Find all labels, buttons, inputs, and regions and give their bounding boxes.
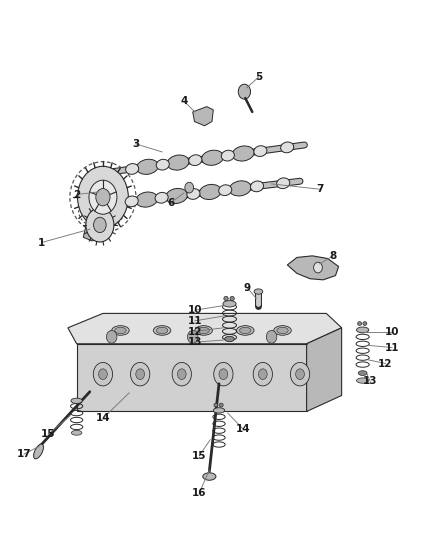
Circle shape xyxy=(314,262,322,273)
Ellipse shape xyxy=(187,189,200,199)
Circle shape xyxy=(219,369,228,379)
Ellipse shape xyxy=(201,150,223,165)
Ellipse shape xyxy=(34,444,43,459)
Text: 6: 6 xyxy=(167,198,174,207)
Ellipse shape xyxy=(230,296,234,301)
Circle shape xyxy=(172,362,191,386)
Polygon shape xyxy=(77,344,307,411)
Circle shape xyxy=(214,362,233,386)
Ellipse shape xyxy=(214,403,218,407)
Circle shape xyxy=(238,84,251,99)
Polygon shape xyxy=(193,107,213,126)
Text: 9: 9 xyxy=(244,283,251,293)
Polygon shape xyxy=(68,313,342,344)
Text: 15: 15 xyxy=(192,451,207,461)
Ellipse shape xyxy=(203,473,216,480)
Ellipse shape xyxy=(358,371,367,375)
Ellipse shape xyxy=(71,398,82,403)
Circle shape xyxy=(177,369,186,379)
Text: 14: 14 xyxy=(95,414,110,423)
Circle shape xyxy=(290,362,310,386)
Text: 10: 10 xyxy=(385,327,399,336)
Circle shape xyxy=(258,369,267,379)
Text: 2: 2 xyxy=(73,190,80,199)
Polygon shape xyxy=(83,224,103,241)
Circle shape xyxy=(131,362,150,386)
Ellipse shape xyxy=(115,327,126,334)
Ellipse shape xyxy=(219,403,223,407)
Ellipse shape xyxy=(225,336,234,342)
Text: 1: 1 xyxy=(38,238,45,247)
Ellipse shape xyxy=(224,296,228,301)
Ellipse shape xyxy=(136,192,158,207)
Ellipse shape xyxy=(153,326,171,335)
Circle shape xyxy=(96,189,110,206)
Ellipse shape xyxy=(229,181,251,196)
Text: 4: 4 xyxy=(180,96,187,106)
Text: 7: 7 xyxy=(316,184,323,194)
Ellipse shape xyxy=(198,327,209,334)
Text: 12: 12 xyxy=(378,359,393,368)
Text: 8: 8 xyxy=(329,251,336,261)
Ellipse shape xyxy=(71,431,82,435)
Circle shape xyxy=(106,330,117,343)
Text: 11: 11 xyxy=(385,343,399,352)
Circle shape xyxy=(99,369,107,379)
Ellipse shape xyxy=(251,181,264,192)
Ellipse shape xyxy=(199,184,221,199)
Ellipse shape xyxy=(112,326,129,335)
Ellipse shape xyxy=(137,159,159,174)
Ellipse shape xyxy=(240,327,251,334)
Polygon shape xyxy=(287,256,339,280)
Text: 16: 16 xyxy=(192,488,207,498)
Ellipse shape xyxy=(219,185,232,196)
Ellipse shape xyxy=(357,321,361,325)
Circle shape xyxy=(187,330,198,343)
Ellipse shape xyxy=(156,327,168,334)
Text: 12: 12 xyxy=(187,327,202,336)
Ellipse shape xyxy=(195,326,212,335)
Ellipse shape xyxy=(357,327,369,333)
Text: 5: 5 xyxy=(255,72,262,82)
Circle shape xyxy=(296,369,304,379)
Text: 13: 13 xyxy=(187,337,202,347)
Ellipse shape xyxy=(254,289,263,294)
Ellipse shape xyxy=(237,326,254,335)
Circle shape xyxy=(89,180,117,214)
Circle shape xyxy=(185,182,194,193)
Ellipse shape xyxy=(223,301,236,307)
Ellipse shape xyxy=(357,378,369,383)
Text: 13: 13 xyxy=(363,376,378,386)
Ellipse shape xyxy=(277,178,290,189)
Text: 14: 14 xyxy=(236,424,251,434)
Ellipse shape xyxy=(166,189,187,204)
Polygon shape xyxy=(307,328,342,411)
Text: 3: 3 xyxy=(132,139,139,149)
Ellipse shape xyxy=(232,146,254,161)
Circle shape xyxy=(136,369,145,379)
Ellipse shape xyxy=(221,150,234,161)
Ellipse shape xyxy=(155,192,168,203)
Circle shape xyxy=(86,208,114,242)
Ellipse shape xyxy=(274,326,291,335)
Ellipse shape xyxy=(167,155,189,170)
Text: 17: 17 xyxy=(17,449,32,459)
Circle shape xyxy=(94,217,106,232)
Circle shape xyxy=(78,166,128,228)
Ellipse shape xyxy=(281,142,294,153)
Ellipse shape xyxy=(125,196,138,207)
Text: 11: 11 xyxy=(187,316,202,326)
Ellipse shape xyxy=(189,155,202,166)
Circle shape xyxy=(93,362,113,386)
Ellipse shape xyxy=(126,164,139,174)
Ellipse shape xyxy=(363,321,367,325)
Circle shape xyxy=(266,330,277,343)
Circle shape xyxy=(253,362,272,386)
Text: 10: 10 xyxy=(187,305,202,315)
Text: 15: 15 xyxy=(41,430,56,439)
Ellipse shape xyxy=(213,408,225,413)
Ellipse shape xyxy=(254,146,267,157)
Ellipse shape xyxy=(277,327,288,334)
Ellipse shape xyxy=(156,159,170,170)
